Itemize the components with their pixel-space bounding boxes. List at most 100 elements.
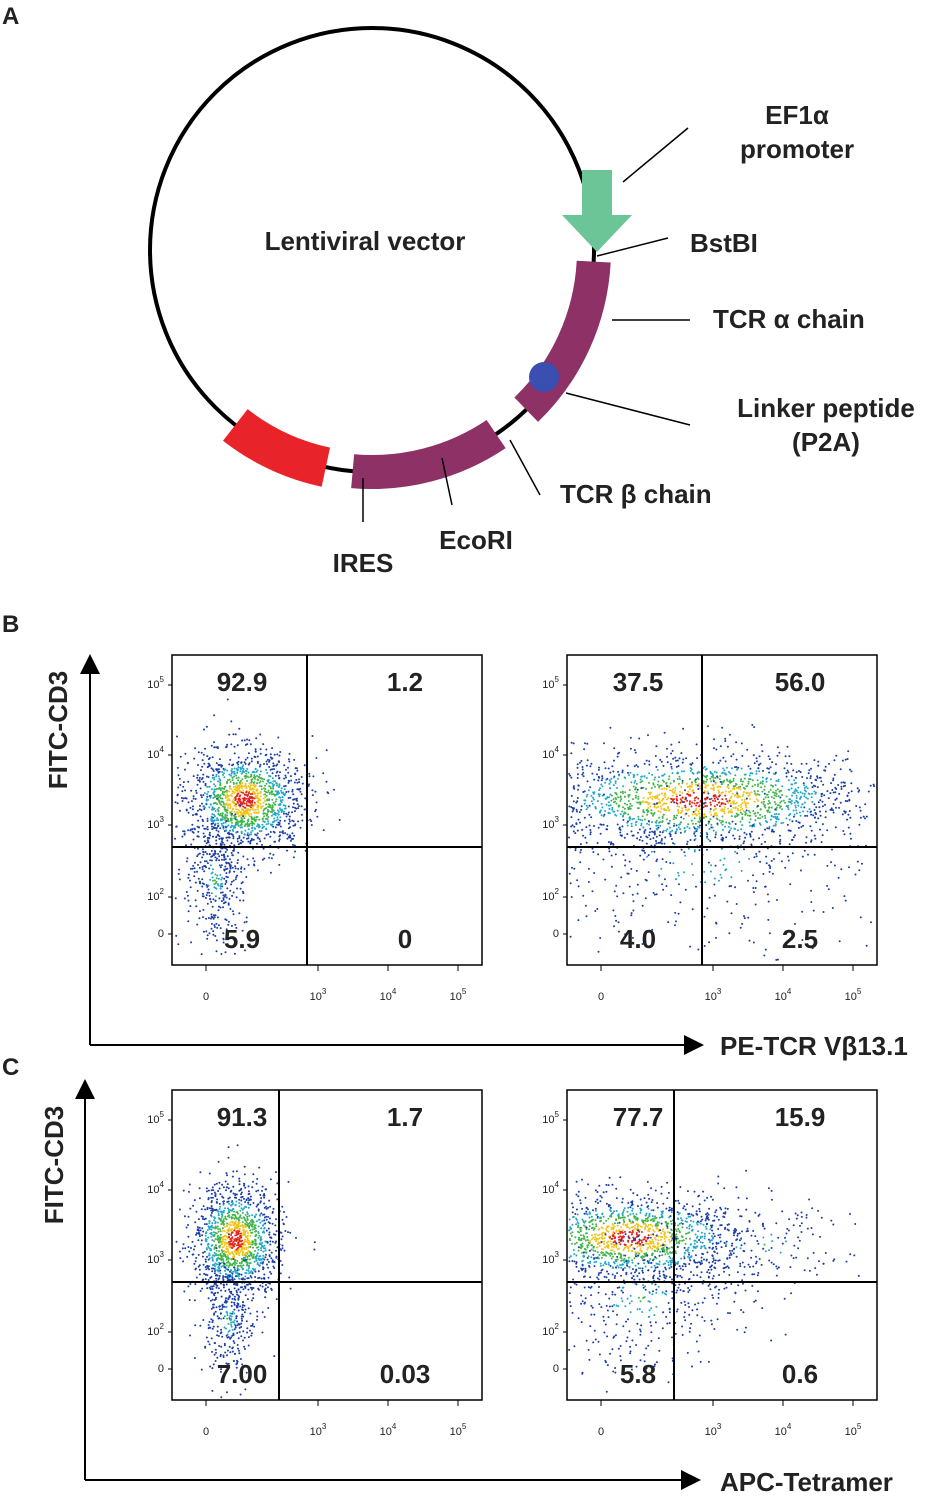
- event-dot: [772, 873, 774, 875]
- event-dot: [288, 806, 290, 808]
- event-dot: [774, 816, 776, 818]
- event-dot: [178, 869, 180, 871]
- event-dot: [642, 809, 644, 811]
- event-dot: [208, 776, 210, 778]
- event-dot: [262, 1186, 264, 1188]
- event-dot: [234, 1262, 236, 1264]
- event-dot: [777, 746, 779, 748]
- event-dot: [695, 796, 697, 798]
- event-dot: [276, 1256, 278, 1258]
- event-dot: [664, 796, 666, 798]
- event-dot: [804, 802, 806, 804]
- event-dot: [177, 767, 179, 769]
- event-dot: [840, 868, 842, 870]
- event-dot: [214, 827, 216, 829]
- event-dot: [580, 843, 582, 845]
- event-dot: [253, 781, 255, 783]
- event-dot: [247, 1264, 249, 1266]
- event-dot: [241, 1262, 243, 1264]
- event-dot: [245, 810, 247, 812]
- event-dot: [741, 768, 743, 770]
- event-dot: [689, 788, 691, 790]
- event-dot: [228, 902, 230, 904]
- event-dot: [685, 889, 687, 891]
- event-dot: [785, 772, 787, 774]
- event-dot: [259, 785, 261, 787]
- event-dot: [187, 1246, 189, 1248]
- event-dot: [233, 871, 235, 873]
- event-dot: [671, 766, 673, 768]
- event-dot: [742, 781, 744, 783]
- event-dot: [272, 1223, 274, 1225]
- event-dot: [706, 805, 708, 807]
- event-dot: [213, 1240, 215, 1242]
- event-dot: [272, 821, 274, 823]
- event-dot: [774, 809, 776, 811]
- event-dot: [789, 798, 791, 800]
- event-dot: [573, 785, 575, 787]
- event-dot: [689, 827, 691, 829]
- event-dot: [246, 1211, 248, 1213]
- event-dot: [632, 798, 634, 800]
- event-dot: [212, 934, 214, 936]
- event-dot: [722, 781, 724, 783]
- event-dot: [226, 1225, 228, 1227]
- event-dot: [582, 835, 584, 837]
- event-dot: [263, 1203, 265, 1205]
- event-dot: [264, 1241, 266, 1243]
- event-dot: [791, 795, 793, 797]
- event-dot: [231, 822, 233, 824]
- event-dot: [581, 774, 583, 776]
- event-dot: [598, 795, 600, 797]
- event-dot: [255, 1214, 257, 1216]
- event-dot: [723, 810, 725, 812]
- event-dot: [263, 858, 265, 860]
- event-dot: [212, 1186, 214, 1188]
- event-dot: [744, 778, 746, 780]
- event-dot: [242, 1227, 244, 1229]
- tcr-beta-segment: [353, 434, 496, 472]
- event-dot: [683, 770, 685, 772]
- event-dot: [288, 823, 290, 825]
- event-dot: [593, 793, 595, 795]
- event-dot: [582, 766, 584, 768]
- event-dot: [822, 823, 824, 825]
- event-dot: [234, 814, 236, 816]
- event-dot: [218, 775, 220, 777]
- event-dot: [720, 834, 722, 836]
- event-dot: [308, 773, 310, 775]
- event-dot: [267, 781, 269, 783]
- event-dot: [211, 788, 213, 790]
- event-dot: [215, 923, 217, 925]
- event-dot: [689, 803, 691, 805]
- event-dot: [216, 950, 218, 952]
- event-dot: [286, 1216, 288, 1218]
- event-dot: [284, 832, 286, 834]
- event-dot: [268, 775, 270, 777]
- event-dot: [249, 788, 251, 790]
- event-dot: [229, 1222, 231, 1224]
- event-dot: [212, 807, 214, 809]
- event-dot: [604, 810, 606, 812]
- event-dot: [751, 724, 753, 726]
- event-dot: [815, 779, 817, 781]
- event-dot: [262, 743, 264, 745]
- event-dot: [753, 942, 755, 944]
- event-dot: [706, 849, 708, 851]
- event-dot: [581, 829, 583, 831]
- event-dot: [211, 1239, 213, 1241]
- event-dot: [230, 1244, 232, 1246]
- event-dot: [800, 791, 802, 793]
- event-dot: [217, 810, 219, 812]
- event-dot: [589, 829, 591, 831]
- event-dot: [767, 796, 769, 798]
- event-dot: [237, 744, 239, 746]
- event-dot: [838, 877, 840, 879]
- event-dot: [197, 831, 199, 833]
- event-dot: [804, 789, 806, 791]
- event-dot: [218, 835, 220, 837]
- event-dot: [695, 779, 697, 781]
- event-dot: [228, 1258, 230, 1260]
- event-dot: [187, 1236, 189, 1238]
- event-dot: [213, 790, 215, 792]
